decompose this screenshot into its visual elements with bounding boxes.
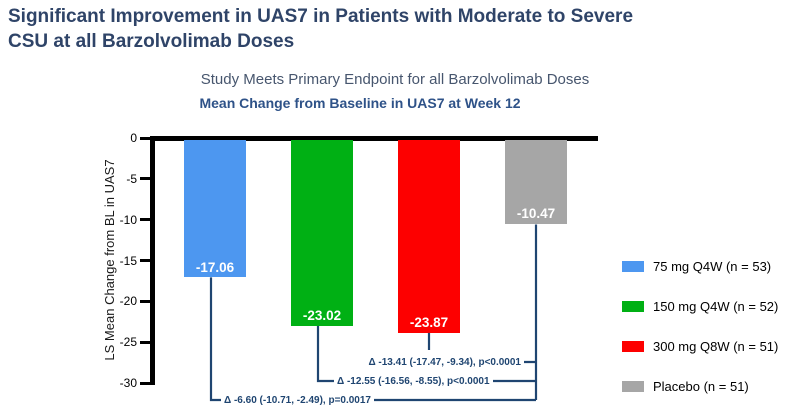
y-tick-label: -20 — [119, 294, 137, 309]
subtitle: Study Meets Primary Endpoint for all Bar… — [200, 71, 590, 88]
legend-label: 300 mg Q8W (n = 51) — [653, 338, 779, 354]
y-axis-line — [150, 136, 155, 385]
page-title-line1: Significant Improvement in UAS7 in Patie… — [8, 6, 634, 27]
y-tick-label: 0 — [130, 131, 137, 145]
bar-2 — [291, 140, 353, 326]
bar-4 — [505, 140, 567, 224]
connector-line — [316, 325, 536, 383]
y-tick-label: -10 — [119, 212, 137, 227]
comparison-label: Δ -6.60 (-10.71, -2.49), p=0.0017 — [221, 393, 374, 407]
y-tick-mark — [140, 136, 151, 140]
y-tick-label: -25 — [119, 335, 137, 350]
y-tick-mark — [140, 218, 151, 222]
y-tick-mark — [140, 381, 151, 385]
comparison-label: Δ -13.41 (-17.47, -9.34), p<0.0001 — [365, 355, 524, 369]
y-tick-label: -5 — [126, 171, 137, 186]
chart-title: Mean Change from Baseline in UAS7 at Wee… — [199, 95, 521, 111]
comparison-label: Δ -12.55 (-16.56, -8.55), p<0.0001 — [334, 374, 493, 388]
y-tick-mark — [140, 259, 151, 262]
connector-line — [209, 277, 536, 402]
legend-swatch — [622, 340, 644, 352]
legend-label: Placebo (n = 51) — [653, 378, 749, 394]
page-title-line2: CSU at all Barzolvolimab Doses — [8, 31, 295, 52]
bar-1 — [184, 140, 246, 278]
legend-label: 150 mg Q4W (n = 52) — [653, 298, 779, 314]
y-tick-mark — [140, 299, 151, 303]
legend-label: 75 mg Q4W (n = 53) — [653, 258, 772, 274]
bar-value-label: -17.06 — [195, 259, 235, 275]
legend-swatch — [622, 300, 644, 312]
legend-swatch — [622, 380, 644, 392]
x-axis-line — [150, 136, 598, 141]
bar-value-label: -23.87 — [409, 315, 449, 331]
y-tick-mark — [140, 177, 151, 181]
y-tick-label: -30 — [119, 376, 137, 390]
bar-3 — [398, 140, 460, 333]
legend-swatch — [622, 260, 644, 272]
bar-value-label: -10.47 — [516, 206, 556, 221]
y-tick-label: -15 — [119, 253, 137, 268]
y-tick-mark — [140, 340, 151, 344]
bar-value-label: -23.02 — [302, 308, 342, 324]
page-title: Significant Improvement in UAS7 in Patie… — [8, 4, 768, 54]
